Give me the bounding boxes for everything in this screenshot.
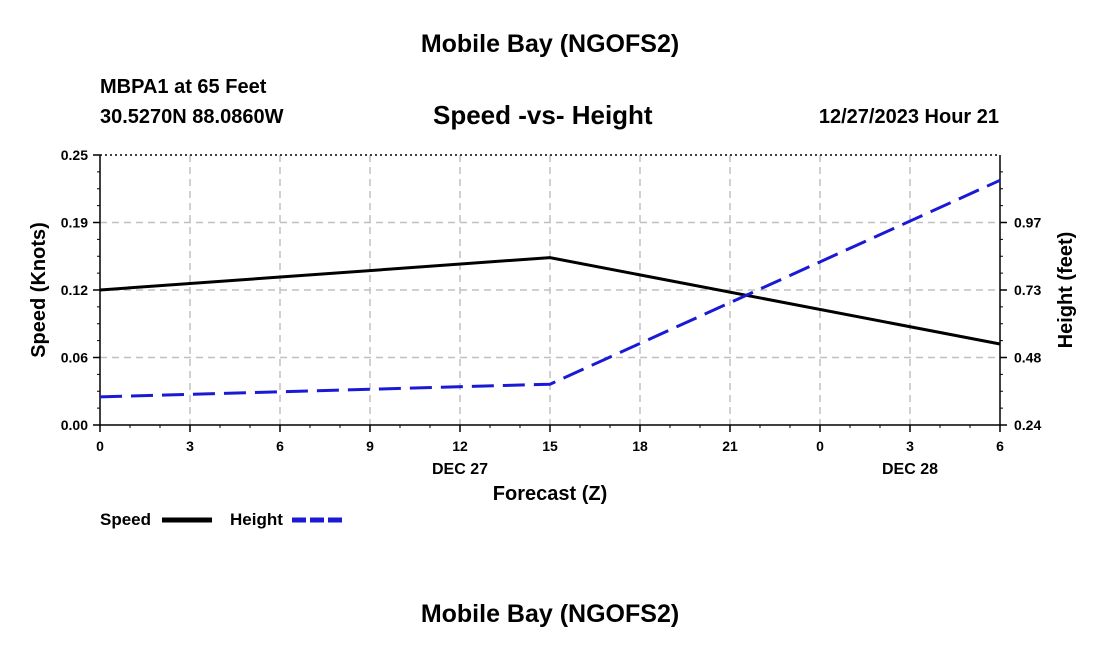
- y-tick-label: 0.25: [61, 147, 88, 163]
- series-line-speed: [99, 256, 1001, 346]
- x-date-label: DEC 28: [882, 461, 938, 478]
- x-tick-label: 3: [186, 438, 194, 454]
- x-tick-label: 18: [632, 438, 648, 454]
- y2-tick-label: 0.97: [1014, 215, 1041, 231]
- x-tick-label: 6: [276, 438, 284, 454]
- chart-subtitle: Speed -vs- Height: [433, 100, 653, 130]
- x-tick-label: 9: [366, 438, 374, 454]
- legend-height-label: Height: [230, 510, 283, 529]
- station-coordinates: 30.5270N 88.0860W: [100, 106, 284, 128]
- y-tick-label: 0.12: [61, 282, 88, 298]
- y-tick-label: 0.00: [61, 417, 88, 433]
- main-title: Mobile Bay (NGOFS2): [420, 30, 680, 58]
- x-tick-label: 0: [96, 438, 104, 454]
- y-tick-label: 0.06: [61, 350, 88, 366]
- y2-tick-label: 0.73: [1014, 282, 1041, 298]
- y2-tick-label: 0.24: [1014, 417, 1041, 433]
- forecast-datetime: 12/27/2023 Hour 21: [818, 106, 999, 128]
- y-tick-label: 0.19: [61, 215, 88, 231]
- legend-speed-label: Speed: [100, 510, 152, 529]
- x-tick-label: 0: [816, 438, 824, 454]
- x-axis-title: Forecast (Z): [493, 483, 607, 505]
- station-label: MBPA1 at 65 Feet: [100, 76, 267, 98]
- x-tick-label: 12: [452, 438, 468, 454]
- x-tick-label: 6: [996, 438, 1004, 454]
- y2-axis-title: Height (feet): [1055, 232, 1077, 349]
- y2-tick-label: 0.48: [1014, 350, 1041, 366]
- x-date-label: DEC 27: [432, 461, 488, 478]
- y-axis-title: Speed (Knots): [28, 222, 50, 358]
- x-tick-label: 3: [906, 438, 914, 454]
- series-line-height: [99, 178, 1001, 399]
- bottom-title: Mobile Bay (NGOFS2): [420, 600, 680, 628]
- x-tick-label: 21: [722, 438, 738, 454]
- x-tick-label: 15: [542, 438, 558, 454]
